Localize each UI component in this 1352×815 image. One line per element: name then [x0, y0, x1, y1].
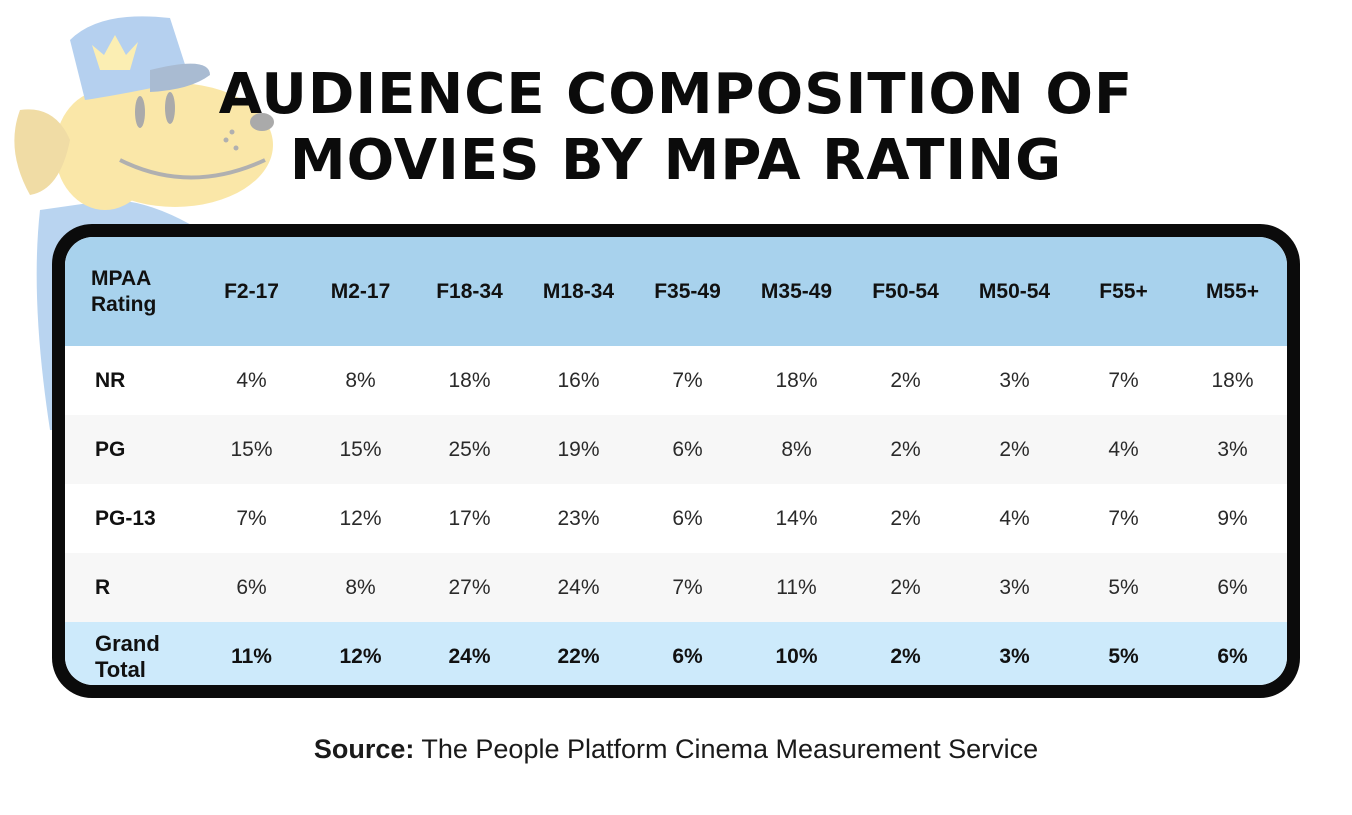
- table-cell: 27%: [448, 575, 491, 599]
- table-cell: 7%: [236, 506, 267, 530]
- table-cell: 6%: [672, 437, 703, 461]
- table-cell: 8%: [781, 437, 812, 461]
- table-cell: 18%: [1211, 368, 1254, 392]
- table-cell: 7%: [672, 575, 703, 599]
- audience-composition-table: MPAA Rating F2-17 M2-17 F18-34 M18-34 F3…: [65, 237, 1287, 685]
- chart-title-line-1: AUDIENCE COMPOSITION OF: [218, 62, 1134, 127]
- column-header: M18-34: [542, 279, 615, 303]
- table-cell: 24%: [448, 644, 491, 668]
- table-row: R 6% 8% 27% 24% 7% 11% 2% 3% 5% 6%: [65, 553, 1287, 622]
- table-row: NR 4% 8% 18% 16% 7% 18% 2% 3% 7% 18%: [65, 346, 1287, 415]
- corner-header-line: Rating: [91, 292, 157, 316]
- table-row: PG 15% 15% 25% 19% 6% 8% 2% 2% 4% 3%: [65, 415, 1287, 484]
- corner-header: MPAA Rating: [65, 237, 197, 346]
- table-cell: 9%: [1217, 506, 1248, 530]
- row-label: Grand Total: [65, 622, 197, 685]
- column-header: M2-17: [330, 279, 391, 303]
- table-cell: 2%: [890, 368, 921, 392]
- table-cell: 3%: [999, 368, 1030, 392]
- column-header: F55+: [1099, 279, 1148, 303]
- source-label: Source:: [313, 734, 415, 764]
- column-header: F2-17: [224, 279, 279, 303]
- table-cell: 11%: [231, 644, 272, 668]
- grand-total-row: Grand Total 11% 12% 24% 22% 6% 10% 2% 3% 5% 6%: [65, 622, 1287, 685]
- table-cell: 2%: [999, 437, 1030, 461]
- table-cell: 22%: [557, 644, 600, 668]
- corner-header-line: MPAA: [91, 266, 152, 290]
- table-cell: 2%: [890, 506, 921, 530]
- table-cell: 6%: [236, 575, 267, 599]
- table-cell: 6%: [672, 506, 703, 530]
- table-cell: 6%: [1217, 644, 1248, 668]
- column-header: F50-54: [872, 279, 939, 303]
- table-body: NR 4% 8% 18% 16% 7% 18% 2% 3% 7% 18% PG 15% 15% 25% 19%…: [65, 346, 1287, 685]
- table-cell: 25%: [448, 437, 491, 461]
- table-cell: 12%: [339, 506, 382, 530]
- table-cell: 5%: [1108, 644, 1139, 668]
- table-cell: 17%: [448, 506, 491, 530]
- source-note: Source: The People Platform Cinema Measu…: [0, 734, 1352, 765]
- table-cell: 5%: [1108, 575, 1139, 599]
- column-header: F35-49: [654, 279, 721, 303]
- row-label-line: PG: [95, 437, 126, 461]
- table-cell: 2%: [890, 644, 921, 668]
- row-label-line: Grand: [95, 630, 160, 656]
- table-cell: 7%: [1108, 368, 1139, 392]
- table-cell: 4%: [999, 506, 1030, 530]
- table-cell: 15%: [339, 437, 382, 461]
- row-label: NR: [65, 346, 197, 415]
- row-label-line: R: [95, 575, 111, 599]
- table-cell: 4%: [1108, 437, 1139, 461]
- table-cell: 3%: [999, 575, 1030, 599]
- table-cell: 16%: [557, 368, 600, 392]
- table-cell: 2%: [890, 437, 921, 461]
- column-header: F18-34: [436, 279, 503, 303]
- row-label-line: PG-13: [95, 506, 156, 530]
- column-header: M35-49: [760, 279, 833, 303]
- table-cell: 6%: [1217, 575, 1248, 599]
- table-cell: 7%: [1108, 506, 1139, 530]
- table-cell: 6%: [672, 644, 703, 668]
- mascot-illustration: [14, 16, 274, 430]
- row-label: PG: [65, 415, 197, 484]
- row-label-line: NR: [95, 368, 126, 392]
- table-cell: 4%: [236, 368, 267, 392]
- table-cell: 7%: [672, 368, 703, 392]
- source-text: The People Platform Cinema Measurement S…: [421, 734, 1039, 764]
- table-cell: 3%: [1217, 437, 1248, 461]
- table-cell: 19%: [557, 437, 600, 461]
- row-label: PG-13: [65, 484, 197, 553]
- table-container: MPAA Rating F2-17 M2-17 F18-34 M18-34 F3…: [65, 237, 1287, 685]
- column-header: M55+: [1205, 279, 1260, 303]
- table-cell: 3%: [999, 644, 1030, 668]
- table-cell: 18%: [448, 368, 491, 392]
- table-cell: 14%: [775, 506, 818, 530]
- table-cell: 18%: [775, 368, 818, 392]
- table-cell: 10%: [775, 644, 818, 668]
- table-row: PG-13 7% 12% 17% 23% 6% 14% 2% 4% 7% 9%: [65, 484, 1287, 553]
- table-cell: 8%: [345, 368, 376, 392]
- table-cell: 23%: [557, 506, 600, 530]
- chart-title: AUDIENCE COMPOSITION OF MOVIES BY MPA RA…: [0, 62, 1352, 194]
- table-header-row: MPAA Rating F2-17 M2-17 F18-34 M18-34 F3…: [65, 237, 1287, 346]
- table-cell: 8%: [345, 575, 376, 599]
- row-label: R: [65, 553, 197, 622]
- table-cell: 11%: [776, 575, 817, 599]
- chart-title-line-2: MOVIES BY MPA RATING: [289, 128, 1063, 193]
- column-header: M50-54: [978, 279, 1051, 303]
- table-cell: 12%: [339, 644, 382, 668]
- row-label-line: Total: [95, 656, 146, 682]
- table-cell: 2%: [890, 575, 921, 599]
- table-cell: 15%: [230, 437, 273, 461]
- table-cell: 24%: [557, 575, 600, 599]
- table-frame: MPAA Rating F2-17 M2-17 F18-34 M18-34 F3…: [52, 224, 1300, 698]
